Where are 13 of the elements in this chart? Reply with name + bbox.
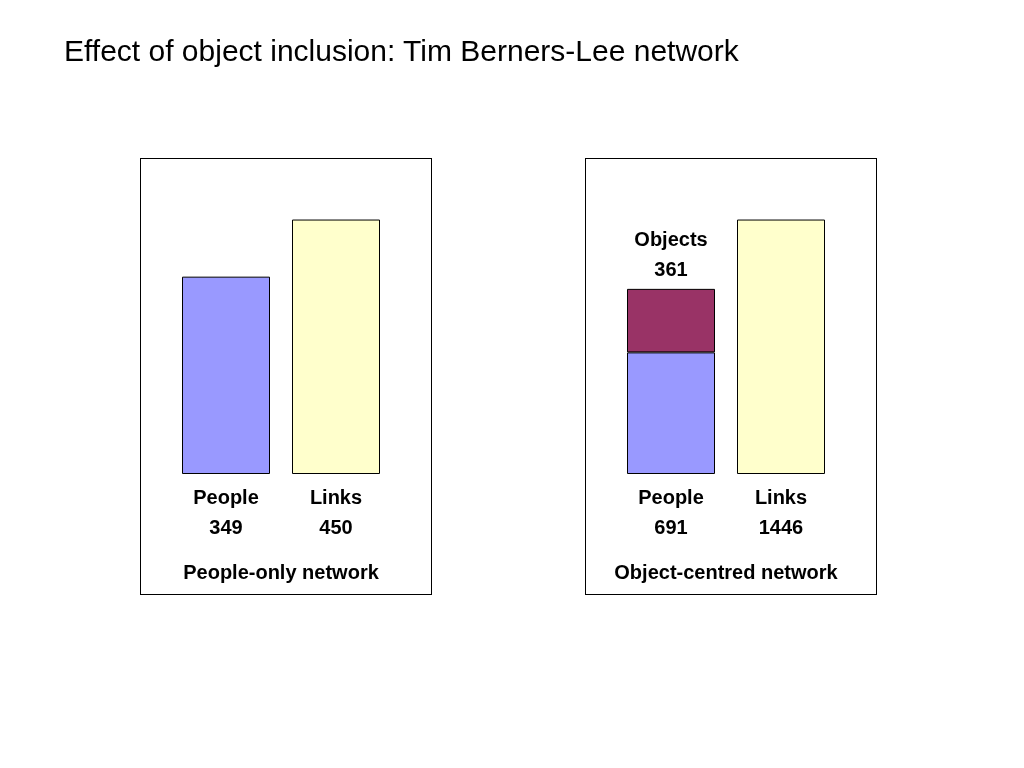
data-label: 349 bbox=[209, 516, 243, 538]
data-label: 1446 bbox=[758, 516, 804, 538]
series-label: Objects bbox=[634, 227, 708, 250]
x-axis-title: Object-centred network bbox=[614, 561, 839, 583]
x-axis-title: People-only network bbox=[183, 561, 380, 583]
data-label: 691 bbox=[654, 516, 688, 538]
x-tick-label: People bbox=[193, 486, 259, 508]
chart-title: Effect of object inclusion: Tim Berners-Lee network bbox=[64, 34, 739, 68]
data-label: 450 bbox=[319, 516, 353, 538]
data-label: 361 bbox=[654, 257, 688, 280]
x-tick-label: Links bbox=[754, 486, 808, 508]
x-tick-label: People bbox=[638, 486, 704, 508]
x-tick-label: Links bbox=[309, 486, 363, 508]
